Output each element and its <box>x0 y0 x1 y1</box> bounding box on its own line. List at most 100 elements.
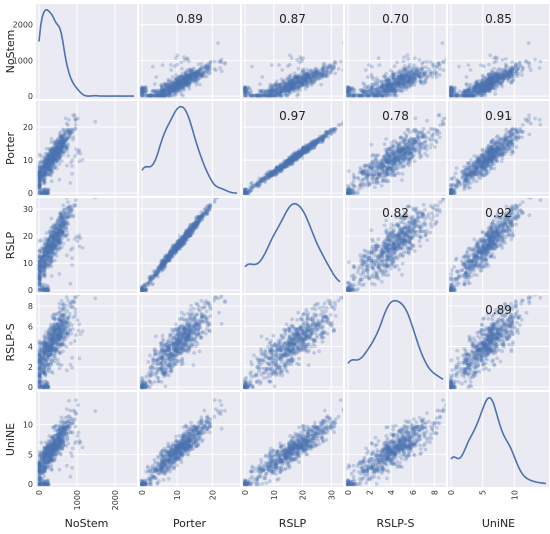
scatter-point <box>275 84 280 89</box>
scatter-point <box>300 150 305 155</box>
scatter-point <box>270 86 274 91</box>
scatter-point <box>198 72 203 77</box>
scatter-point <box>140 88 144 92</box>
scatter-point <box>273 93 277 98</box>
scatter-point <box>497 71 502 75</box>
scatter-point <box>440 41 445 46</box>
scatter-point <box>273 93 278 98</box>
scatter-point <box>386 77 391 82</box>
scatter-point <box>406 152 410 156</box>
scatter-point <box>346 189 350 193</box>
scatter-point <box>51 161 56 166</box>
scatter-point <box>309 82 314 87</box>
scatter-point <box>167 93 171 98</box>
scatter-point <box>474 169 478 174</box>
scatter-point <box>288 72 293 77</box>
scatter-point <box>305 75 309 79</box>
scatter-point <box>283 164 288 169</box>
scatter-point <box>296 76 300 81</box>
scatter-point <box>497 75 502 80</box>
scatter-point <box>508 70 513 75</box>
scatter-point <box>413 116 418 121</box>
scatter-point <box>459 93 464 98</box>
scatter-point <box>55 153 59 158</box>
scatter-point <box>169 86 173 90</box>
scatter-point <box>66 133 70 138</box>
scatter-point <box>404 71 409 75</box>
scatter-point <box>474 83 479 88</box>
scatter-point <box>59 149 63 154</box>
scatter-point <box>398 149 403 154</box>
scatter-point <box>306 147 311 152</box>
scatter-point <box>478 82 482 86</box>
scatter-point <box>58 145 63 150</box>
scatter-point <box>454 93 458 98</box>
scatter-point <box>341 68 343 72</box>
scatter-point <box>45 151 50 156</box>
scatter-point <box>376 169 381 174</box>
scatter-point <box>56 148 61 153</box>
scatter-point <box>55 151 60 156</box>
scatter-point <box>37 182 42 187</box>
scatter-point <box>162 93 167 98</box>
scatter-point <box>278 83 282 88</box>
scatter-point <box>37 169 42 174</box>
scatter-point <box>303 146 308 151</box>
scatter-point <box>526 41 531 46</box>
scatter-point <box>346 89 350 94</box>
scatter-point <box>399 155 404 160</box>
scatter-point <box>402 157 407 162</box>
scatter-point <box>269 88 273 93</box>
scatter-point <box>299 151 304 156</box>
scatter-point <box>369 88 374 93</box>
scatter-point <box>58 149 63 154</box>
scatter-point <box>294 154 299 158</box>
scatter-point <box>297 155 301 160</box>
scatter-point <box>314 140 319 145</box>
scatter-point <box>170 75 175 79</box>
scatter-point <box>396 74 401 79</box>
scatter-point <box>495 74 500 79</box>
scatter-point <box>400 73 405 78</box>
scatter-point <box>495 77 500 82</box>
scatter-point <box>157 91 162 95</box>
scatter-point <box>167 86 172 90</box>
scatter-point <box>57 150 62 155</box>
scatter-point <box>284 85 289 89</box>
scatter-point <box>160 89 165 94</box>
scatter-point <box>395 158 399 163</box>
scatter-point <box>374 176 379 181</box>
scatter-point <box>58 140 63 144</box>
scatter-point <box>397 76 402 81</box>
scatter-point <box>189 68 194 73</box>
scatter-point <box>191 66 196 71</box>
scatter-point <box>41 188 46 192</box>
scatter-point <box>509 71 513 75</box>
scatter-point <box>267 173 272 178</box>
scatter-point <box>257 176 262 181</box>
scatter-point <box>37 165 42 170</box>
scatter-point <box>346 89 350 93</box>
scatter-point <box>374 160 378 165</box>
scatter-point <box>507 140 511 144</box>
scatter-point <box>323 134 328 139</box>
scatter-point <box>383 157 388 162</box>
scatter-point <box>177 79 182 84</box>
scatter-point <box>39 173 44 178</box>
scatter-point <box>180 79 184 84</box>
scatter-point <box>278 85 283 90</box>
scatter-point <box>292 154 297 158</box>
scatter-point <box>298 151 303 156</box>
scatter-point <box>386 89 391 94</box>
scatter-point <box>500 151 505 156</box>
scatter-point <box>303 76 307 81</box>
scatter-point <box>140 89 144 94</box>
scatter-point <box>314 142 319 146</box>
scatter-point <box>500 84 505 89</box>
scatter-point <box>434 129 439 134</box>
scatter-point <box>474 85 479 90</box>
scatter-point <box>301 78 305 83</box>
scatter-point <box>394 157 399 161</box>
scatter-point <box>502 69 507 74</box>
scatter-point <box>384 137 388 141</box>
